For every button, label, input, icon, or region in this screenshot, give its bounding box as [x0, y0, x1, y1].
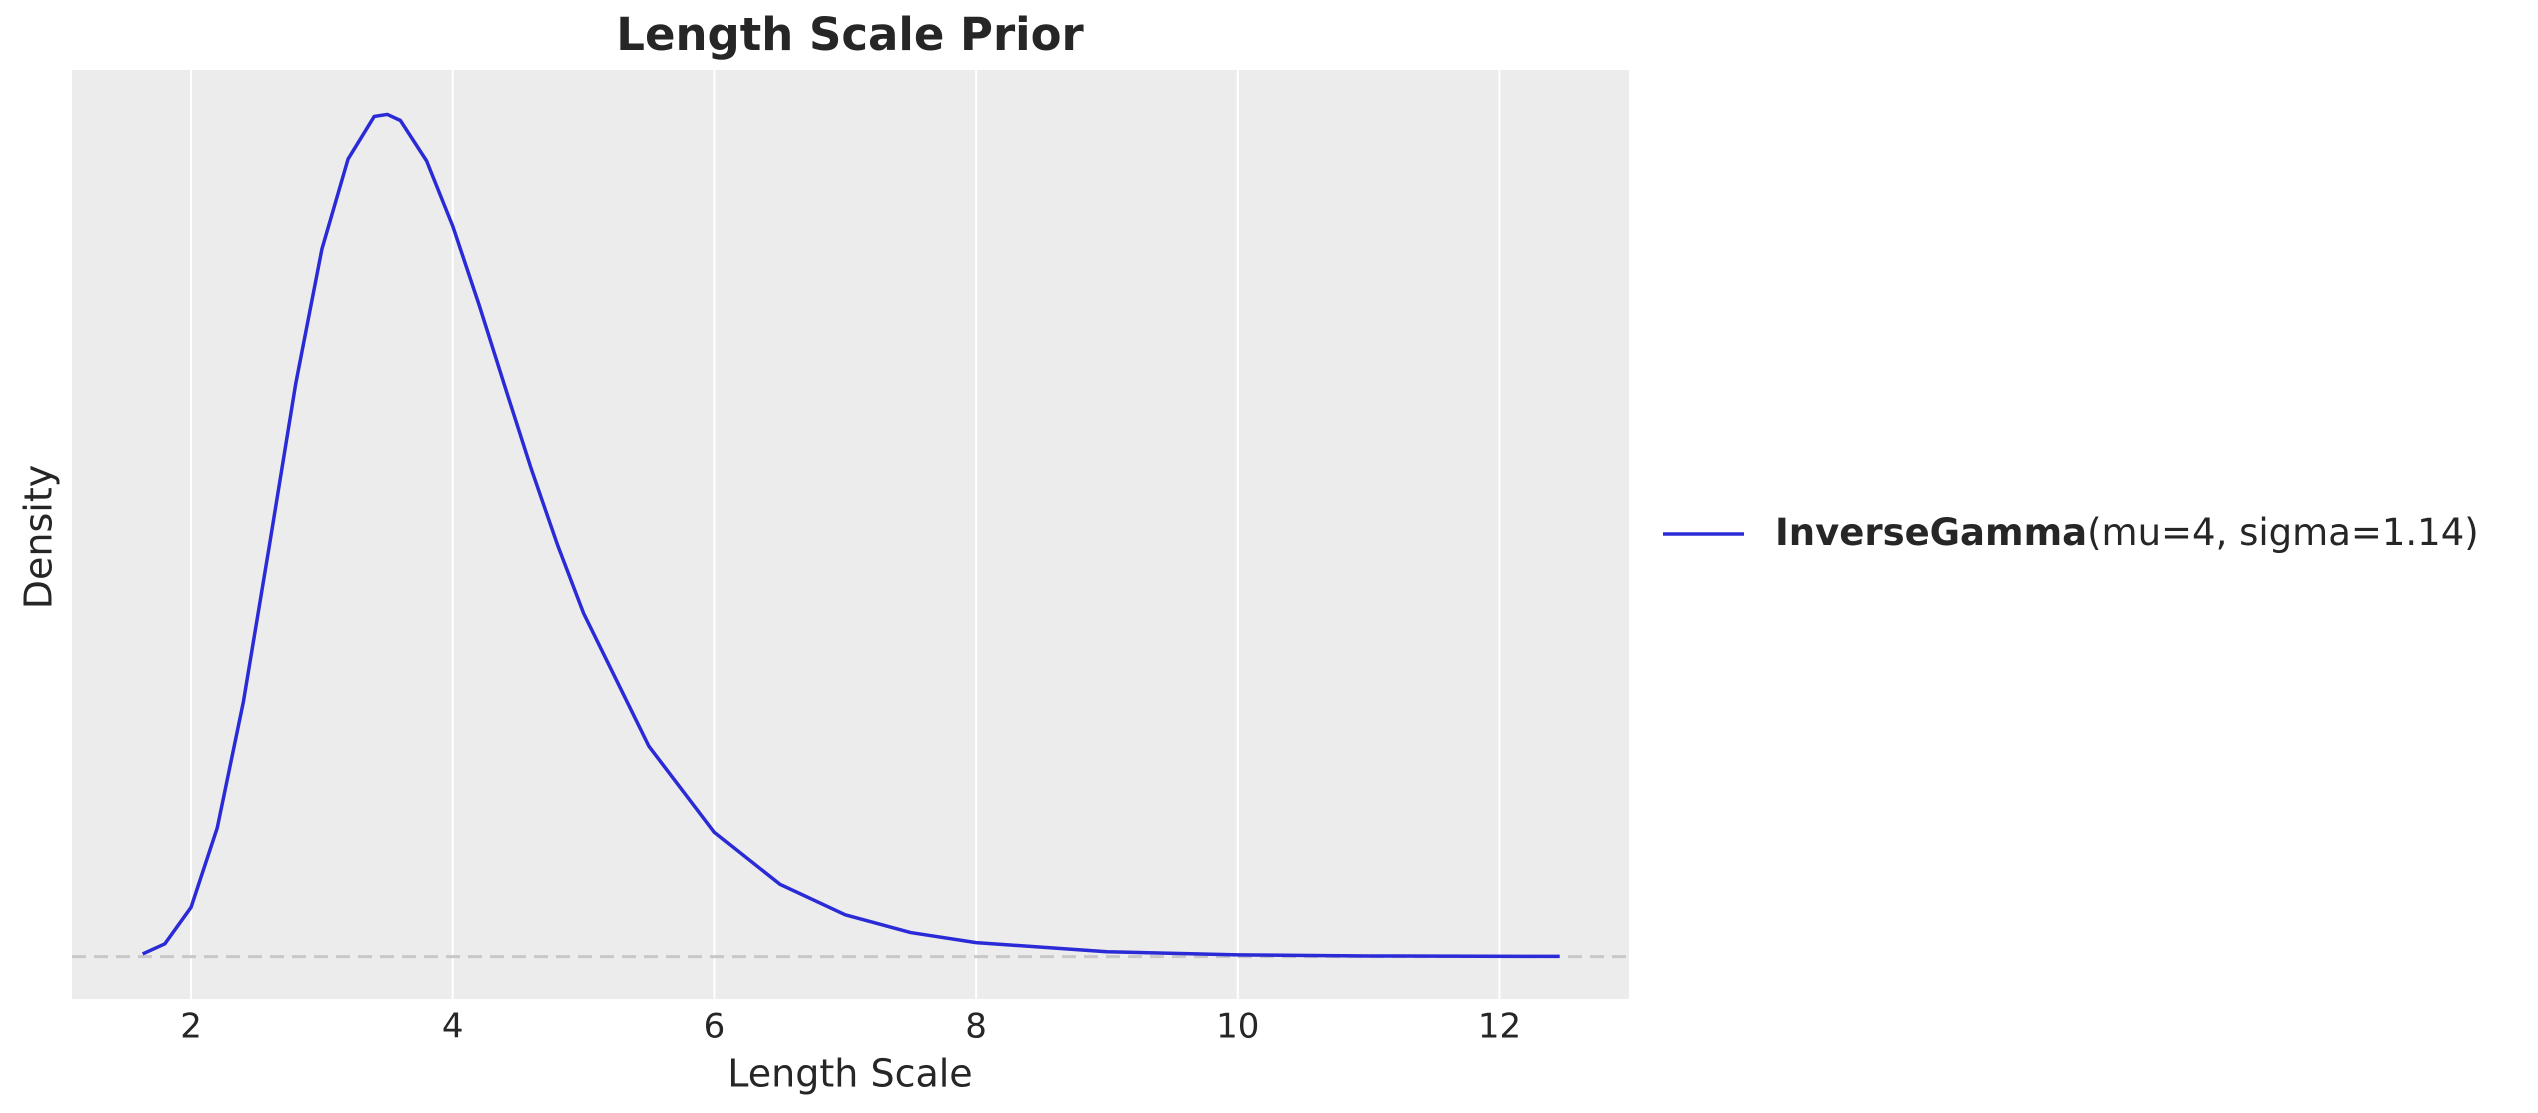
legend-label: InverseGamma(mu=4, sigma=1.14)	[1775, 511, 2479, 554]
x-axis-label: Length Scale	[727, 1052, 972, 1096]
x-tick-label: 12	[1478, 1007, 1521, 1047]
y-axis-label: Density	[17, 465, 61, 609]
x-tick-label: 10	[1216, 1007, 1259, 1047]
legend-params: (mu=4, sigma=1.14)	[2087, 511, 2479, 554]
data-line	[141, 112, 1560, 959]
x-tick-label: 6	[704, 1007, 726, 1047]
legend-name: InverseGamma	[1775, 511, 2087, 554]
plot-area	[72, 70, 1629, 999]
x-tick-label: 4	[442, 1007, 464, 1047]
x-tick-label: 8	[965, 1007, 987, 1047]
chart-title: Length Scale Prior	[616, 8, 1084, 61]
x-tick-label: 2	[180, 1007, 202, 1047]
